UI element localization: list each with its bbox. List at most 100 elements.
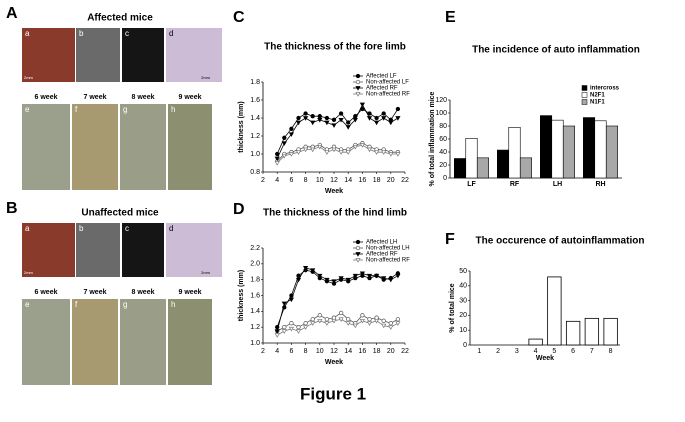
marker bbox=[288, 326, 295, 332]
panel-letter: F bbox=[445, 231, 455, 248]
legend-label: N2F1 bbox=[590, 93, 605, 99]
y-tick-label: 50 bbox=[459, 268, 467, 275]
week-label: 6 week bbox=[35, 289, 58, 296]
marker bbox=[381, 116, 387, 121]
marker bbox=[288, 132, 295, 137]
photo bbox=[122, 28, 164, 82]
marker bbox=[345, 125, 351, 130]
photo-label: c bbox=[125, 224, 129, 233]
marker bbox=[366, 116, 373, 121]
marker bbox=[324, 120, 330, 126]
photo bbox=[168, 104, 212, 190]
bar bbox=[605, 125, 619, 179]
marker bbox=[338, 310, 344, 316]
marker bbox=[395, 321, 401, 326]
marker bbox=[331, 315, 337, 320]
y-tick-label: 10 bbox=[459, 327, 467, 334]
marker bbox=[373, 273, 380, 279]
marker bbox=[324, 321, 330, 326]
photo-label: g bbox=[123, 105, 127, 114]
figure-label: Figure 1 bbox=[300, 384, 366, 403]
bar bbox=[465, 138, 478, 179]
y-tick-label: 1.2 bbox=[250, 324, 260, 331]
y-tick-label: 0 bbox=[443, 175, 447, 182]
panel-letter: A bbox=[6, 5, 18, 22]
bar bbox=[547, 276, 562, 346]
marker bbox=[367, 111, 372, 116]
marker bbox=[359, 318, 366, 324]
x-tick-label: 4 bbox=[275, 177, 279, 184]
bar bbox=[453, 158, 467, 179]
marker bbox=[281, 301, 287, 307]
marker bbox=[395, 273, 401, 279]
marker bbox=[310, 120, 316, 126]
photo-label: e bbox=[25, 300, 30, 309]
x-tick-label: 2 bbox=[496, 348, 500, 355]
marker bbox=[282, 325, 287, 330]
x-tick-label: 12 bbox=[330, 348, 338, 355]
bar bbox=[476, 157, 490, 179]
photo bbox=[168, 299, 212, 385]
marker bbox=[281, 141, 287, 146]
week-label: 9 week bbox=[179, 94, 202, 101]
panel-letter: C bbox=[233, 9, 245, 26]
scale-bar: 2mm bbox=[24, 270, 34, 275]
legend-swatch bbox=[581, 92, 588, 98]
marker bbox=[324, 150, 330, 155]
x-tick-label: 18 bbox=[373, 177, 381, 184]
scale-bar: 2mm bbox=[24, 75, 34, 80]
legend-marker bbox=[355, 258, 361, 263]
marker bbox=[302, 325, 309, 330]
marker bbox=[388, 321, 393, 326]
marker bbox=[395, 116, 401, 121]
marker bbox=[373, 318, 380, 324]
legend-label: N1F1 bbox=[590, 100, 605, 106]
panel-letter: B bbox=[6, 200, 18, 217]
y-axis-label: thickness (mm) bbox=[238, 101, 245, 152]
y-tick-label: 1.6 bbox=[250, 97, 260, 104]
marker bbox=[324, 115, 330, 121]
x-tick-label: 16 bbox=[359, 177, 367, 184]
y-tick-label: 1.8 bbox=[250, 79, 260, 86]
x-axis-label: Week bbox=[536, 355, 554, 362]
x-tick-label: 12 bbox=[330, 177, 338, 184]
y-tick-label: 100 bbox=[435, 110, 447, 117]
photo-label: f bbox=[75, 105, 78, 114]
photo-label: g bbox=[123, 300, 127, 309]
marker bbox=[359, 143, 366, 148]
x-tick-label: 22 bbox=[401, 177, 409, 184]
y-tick-label: 0 bbox=[463, 342, 467, 349]
marker bbox=[331, 279, 337, 284]
bar bbox=[508, 127, 521, 179]
photo-label: h bbox=[171, 300, 175, 309]
x-tick-label: 14 bbox=[344, 348, 352, 355]
marker bbox=[317, 117, 323, 123]
chart-title: The thickness of the fore limb bbox=[264, 42, 406, 53]
legend-label: Non-affected LF bbox=[366, 80, 409, 86]
marker bbox=[331, 318, 337, 324]
marker bbox=[345, 277, 351, 283]
x-tick-label: 4 bbox=[534, 348, 538, 355]
x-tick-label: 4 bbox=[275, 348, 279, 355]
week-label: 7 week bbox=[84, 94, 107, 101]
x-tick-label: 10 bbox=[316, 348, 324, 355]
x-tick-label: 5 bbox=[552, 348, 556, 355]
bar bbox=[528, 338, 543, 346]
photo bbox=[166, 223, 222, 277]
legend-label: Affected LH bbox=[366, 240, 397, 246]
marker bbox=[310, 317, 315, 322]
legend-label: Non-affected LH bbox=[366, 246, 410, 252]
legend-marker bbox=[355, 252, 361, 257]
x-tick-label: 10 bbox=[316, 177, 324, 184]
y-axis-label: thickness (mm) bbox=[238, 270, 245, 321]
y-tick-label: 60 bbox=[439, 136, 447, 143]
x-tick-label: 3 bbox=[515, 348, 519, 355]
marker bbox=[288, 297, 295, 303]
legend-swatch bbox=[581, 85, 588, 91]
y-tick-label: 120 bbox=[435, 97, 447, 104]
marker bbox=[395, 317, 401, 322]
marker bbox=[374, 315, 379, 320]
x-tick-label: 16 bbox=[359, 348, 367, 355]
legend-label: intercross bbox=[590, 86, 620, 92]
marker bbox=[381, 111, 386, 116]
